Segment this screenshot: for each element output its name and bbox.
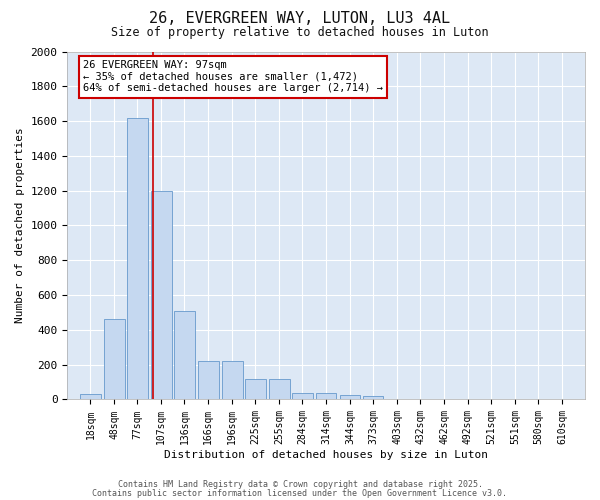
- Bar: [174, 310, 195, 400]
- Text: Contains public sector information licensed under the Open Government Licence v3: Contains public sector information licen…: [92, 489, 508, 498]
- Y-axis label: Number of detached properties: Number of detached properties: [15, 128, 25, 324]
- Bar: [198, 361, 218, 400]
- Bar: [269, 378, 290, 400]
- Text: Size of property relative to detached houses in Luton: Size of property relative to detached ho…: [111, 26, 489, 39]
- Text: 26 EVERGREEN WAY: 97sqm
← 35% of detached houses are smaller (1,472)
64% of semi: 26 EVERGREEN WAY: 97sqm ← 35% of detache…: [83, 60, 383, 94]
- Text: 26, EVERGREEN WAY, LUTON, LU3 4AL: 26, EVERGREEN WAY, LUTON, LU3 4AL: [149, 11, 451, 26]
- Bar: [127, 118, 148, 400]
- Bar: [340, 395, 361, 400]
- Bar: [104, 320, 125, 400]
- Bar: [80, 394, 101, 400]
- Bar: [245, 378, 266, 400]
- Bar: [363, 396, 383, 400]
- X-axis label: Distribution of detached houses by size in Luton: Distribution of detached houses by size …: [164, 450, 488, 460]
- Bar: [316, 392, 337, 400]
- Text: Contains HM Land Registry data © Crown copyright and database right 2025.: Contains HM Land Registry data © Crown c…: [118, 480, 482, 489]
- Bar: [292, 392, 313, 400]
- Bar: [151, 190, 172, 400]
- Bar: [222, 361, 242, 400]
